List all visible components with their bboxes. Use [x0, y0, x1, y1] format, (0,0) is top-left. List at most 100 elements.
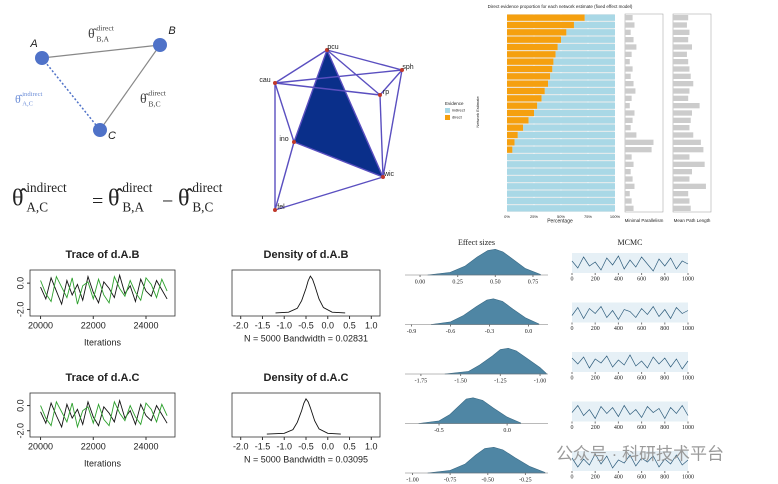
note: N = 5000 Bandwidth = 0.03095 — [244, 454, 368, 464]
x-tick-label: -0.6 — [446, 329, 456, 335]
chart-title: Effect sizes — [458, 238, 495, 247]
bar-segment — [507, 36, 561, 43]
edge — [274, 82, 381, 96]
bar-segment — [507, 153, 615, 161]
bar — [625, 88, 636, 94]
edge — [274, 141, 295, 211]
bar-segment — [584, 14, 615, 21]
bar — [625, 154, 632, 160]
bar — [673, 44, 692, 50]
x-tick-label: -0.50 — [482, 477, 495, 483]
bar-segment — [541, 95, 615, 102]
x-tick-label: 0 — [571, 276, 574, 282]
node — [35, 51, 49, 65]
edge — [41, 44, 161, 59]
bar — [673, 51, 687, 57]
edge — [382, 69, 403, 178]
trace-line — [571, 354, 689, 370]
theta-sup: direct — [192, 180, 222, 195]
x-tick-label: 800 — [660, 425, 669, 431]
bar — [625, 22, 635, 28]
bar-segment — [534, 109, 615, 117]
trace-line — [571, 305, 689, 321]
edge — [274, 176, 384, 211]
bar-segment — [507, 146, 513, 153]
node — [273, 208, 277, 212]
bar-segment — [550, 73, 615, 80]
density-area — [427, 248, 541, 276]
x-tick-label: -0.9 — [407, 329, 417, 335]
theta-sub: B,C — [148, 100, 160, 109]
x-tick-label: 600 — [637, 474, 646, 480]
x-tick-label: 0.0 — [322, 320, 335, 330]
bar-segment — [507, 80, 549, 87]
node — [378, 93, 382, 97]
bar-segment — [566, 29, 615, 36]
x-tick-label: -0.75 — [444, 477, 457, 483]
node — [381, 175, 385, 179]
chart-title: MCMC — [618, 238, 643, 247]
theta-sub: B,C — [192, 199, 213, 214]
x-tick-label: 200 — [591, 425, 600, 431]
theta-sub: B,A — [96, 35, 109, 44]
theta-sub: B,A — [122, 199, 144, 214]
bar — [625, 183, 635, 189]
x-tick-label: 0 — [571, 375, 574, 381]
x-tick-label: -1.75 — [415, 378, 428, 384]
bar — [625, 81, 634, 87]
x-tick-label: 1000 — [682, 375, 694, 381]
x-tick-label: -1.25 — [494, 378, 507, 384]
edge — [293, 49, 328, 143]
bar — [673, 66, 690, 72]
theta-sub: A,C — [26, 199, 48, 214]
node — [93, 123, 107, 137]
theta-sup: direct — [148, 88, 166, 97]
bar-segment — [555, 51, 615, 58]
bar — [673, 139, 701, 145]
bar-segment — [507, 124, 524, 131]
bar — [625, 161, 634, 167]
x-tick-label: 0.00 — [415, 279, 426, 285]
x-axis-title: Iterations — [84, 458, 122, 468]
bar — [673, 125, 690, 131]
bar — [625, 37, 634, 43]
operator: − — [162, 191, 173, 213]
bar-segment — [528, 117, 615, 124]
x-tick-label: 1000 — [682, 425, 694, 431]
plot-bg — [572, 451, 688, 471]
x-tick-label: 24000 — [133, 441, 158, 451]
x-tick-label: 75% — [584, 214, 592, 219]
plot-bg — [572, 352, 688, 372]
x-tick-label: 1000 — [682, 474, 694, 480]
x-tick-label: 200 — [591, 474, 600, 480]
bar — [673, 176, 690, 182]
bar — [673, 73, 691, 79]
node-label: cau — [259, 77, 270, 84]
x-tick-label: 0.75 — [528, 279, 539, 285]
panel-title: Minimal Parallelism — [625, 218, 664, 223]
bar — [625, 29, 631, 35]
density-area — [430, 298, 540, 325]
bar-segment — [507, 29, 567, 36]
bar — [625, 191, 630, 197]
watermark: 公众号 · 科研技术平台 — [556, 444, 724, 463]
bar-segment — [507, 190, 615, 197]
bar-segment — [507, 168, 615, 175]
bar — [625, 15, 633, 21]
theta-sub: A,C — [22, 101, 33, 108]
bar-segment — [507, 205, 615, 212]
trace-line — [571, 255, 689, 272]
edge — [326, 49, 403, 71]
theta-sup: direct — [122, 180, 152, 195]
bar-segment — [557, 43, 615, 51]
note: N = 5000 Bandwidth = 0.02831 — [244, 333, 368, 343]
density-area — [418, 397, 522, 424]
bar — [673, 59, 689, 65]
x-tick-label: -1.5 — [255, 441, 271, 451]
bar — [625, 198, 632, 204]
bar-segment — [507, 139, 515, 146]
x-tick-label: 0% — [504, 214, 510, 219]
series-line — [275, 275, 346, 314]
series-line — [266, 398, 341, 435]
x-tick-label: 1.0 — [365, 441, 378, 451]
